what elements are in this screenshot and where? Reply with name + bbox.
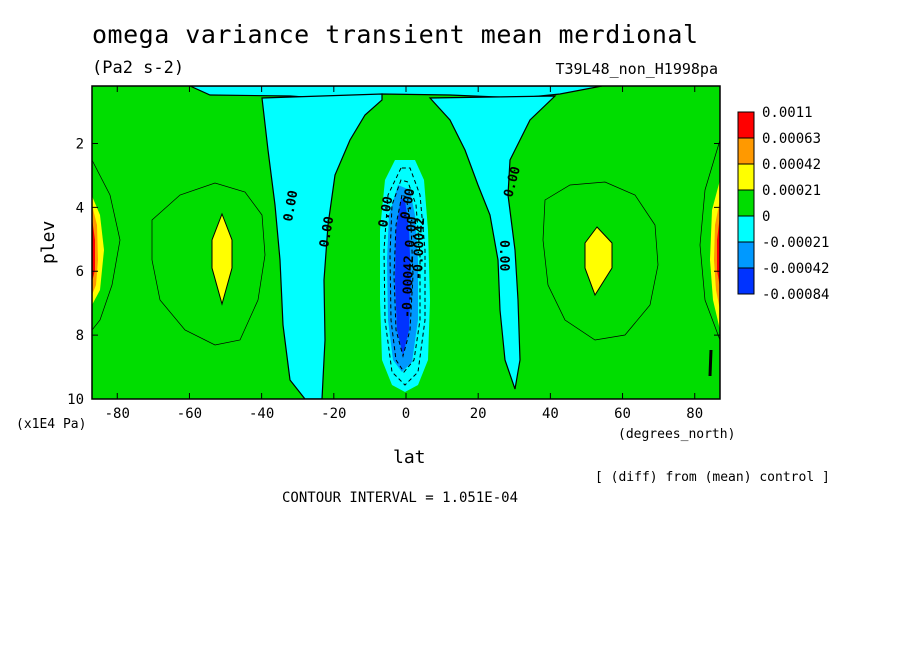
y-tick-label: 2	[76, 136, 84, 152]
contour-interval: CONTOUR INTERVAL = 1.051E-04	[282, 490, 519, 506]
y-tick-label: 8	[76, 328, 84, 344]
colorbar-swatch	[737, 215, 755, 243]
colorbar-label: 0.00042	[762, 157, 821, 173]
field-yellow-left	[211, 212, 233, 306]
x-tick-label: 60	[614, 406, 631, 422]
chart-title: omega variance transient mean merdional	[92, 20, 699, 49]
x-tick-label: 20	[470, 406, 487, 422]
y-tick-label: 10	[67, 392, 84, 408]
colorbar-swatch	[737, 267, 755, 295]
contour-label: -0.00042	[411, 217, 428, 280]
contour-label: 0.00	[398, 187, 418, 221]
y-axis: 2 4 6 8 10	[67, 136, 720, 408]
field-yellow-right	[584, 226, 613, 297]
colorbar-label: -0.00084	[762, 287, 829, 303]
x-tick-label: -20	[321, 406, 346, 422]
field-negative-left-channel	[261, 93, 383, 399]
negative-contours	[383, 167, 426, 386]
x-tick-label: 0	[402, 406, 410, 422]
colorbar-swatch	[737, 189, 755, 217]
y-axis-label: plev	[38, 221, 59, 264]
positive-contours	[92, 139, 720, 346]
contour-label: -0.00042	[400, 255, 417, 318]
contour-label: 0.00	[281, 189, 301, 223]
small-contour-mark	[708, 349, 713, 377]
colorbar-swatch	[737, 241, 755, 269]
x-axis: -80 -60 -40 -20 0 20 40 60 80	[105, 86, 703, 422]
run-label: T39L48_non_H1998pa	[555, 60, 718, 78]
colorbar-label: 0	[762, 209, 770, 225]
y-tick-label: 6	[76, 264, 84, 280]
colorbar: 0.0011 0.00063 0.00042 0.00021 0 -0.00021 -0.0…	[737, 105, 829, 303]
x-tick-label: -40	[249, 406, 274, 422]
contour-labels: 0.00 0.00 0.00 0.00 0.00 0.00 -0.00042 -…	[281, 165, 524, 318]
colorbar-label: 0.00063	[762, 131, 821, 147]
contour-label: 0.00	[317, 215, 337, 249]
x-tick-label: -60	[177, 406, 202, 422]
x-tick-label: 40	[542, 406, 559, 422]
x-tick-label: -80	[105, 406, 130, 422]
contour-label: 0.00	[496, 240, 511, 271]
contour-label: 0.00	[403, 216, 421, 249]
contour-label: 0.00	[376, 195, 396, 229]
x-units-label: (degrees_north)	[618, 427, 735, 442]
x-tick-label: 80	[686, 406, 703, 422]
colorbar-label: 0.00021	[762, 183, 821, 199]
y-units-label: (x1E4 Pa)	[16, 417, 86, 432]
colorbar-swatch	[737, 137, 755, 165]
y-tick-label: 4	[76, 200, 84, 216]
plot-area	[92, 86, 720, 399]
colorbar-swatch	[737, 111, 755, 139]
colorbar-swatch	[737, 163, 755, 191]
field-negative-darkblue	[395, 198, 411, 355]
units-label: (Pa2 s-2)	[92, 58, 185, 78]
x-axis-label: lat	[393, 447, 426, 468]
diff-note: [ (diff) from (mean) control ]	[595, 470, 830, 485]
colorbar-label: -0.00021	[762, 235, 829, 251]
colorbar-label: -0.00042	[762, 261, 829, 277]
colorbar-label: 0.0011	[762, 105, 813, 121]
field-negative-right-channel	[428, 95, 557, 390]
